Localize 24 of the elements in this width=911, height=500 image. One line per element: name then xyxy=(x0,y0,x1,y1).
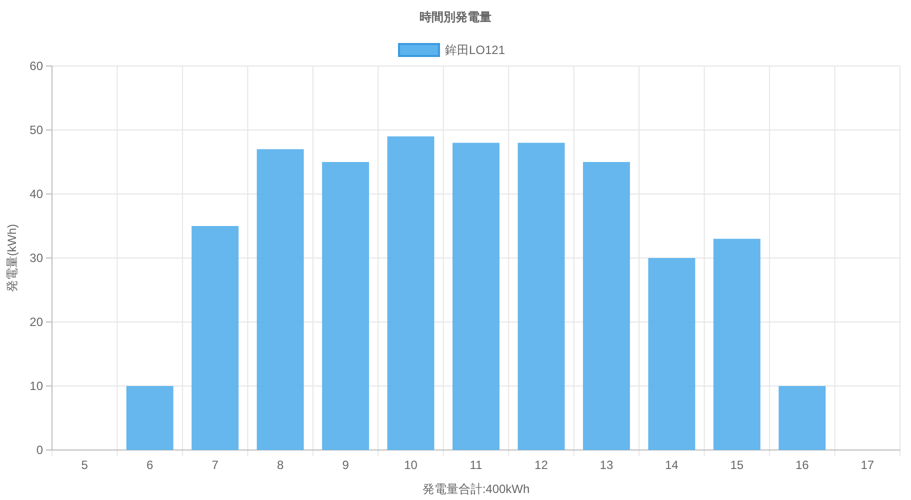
y-axis-title: 発電量(kWh) xyxy=(5,224,19,292)
y-tick-label: 60 xyxy=(30,59,44,73)
x-tick-label: 13 xyxy=(600,458,614,472)
y-tick-label: 20 xyxy=(30,315,44,329)
y-tick-label: 0 xyxy=(36,443,44,457)
x-tick-label: 14 xyxy=(665,458,679,472)
y-tick-label: 30 xyxy=(30,251,44,265)
x-tick-label: 12 xyxy=(534,458,548,472)
x-tick-label: 11 xyxy=(470,458,483,472)
y-tick-label: 40 xyxy=(30,187,44,201)
x-tick-label: 5 xyxy=(81,458,88,472)
y-tick-label: 50 xyxy=(30,123,44,137)
chart-title: 時間別発電量 xyxy=(420,10,492,24)
x-tick-label: 15 xyxy=(730,458,744,472)
x-tick-label: 6 xyxy=(146,458,154,472)
x-tick-label: 17 xyxy=(860,458,874,472)
legend-label: 鉾田LO121 xyxy=(445,43,506,57)
y-tick-label: 10 xyxy=(30,379,44,393)
x-tick-label: 10 xyxy=(404,458,418,472)
x-tick-label: 8 xyxy=(276,458,284,472)
x-tick-label: 7 xyxy=(212,458,219,472)
x-axis-title: 発電量合計:400kWh xyxy=(422,482,530,496)
x-tick-label: 16 xyxy=(795,458,810,472)
x-tick-label: 9 xyxy=(342,458,350,472)
